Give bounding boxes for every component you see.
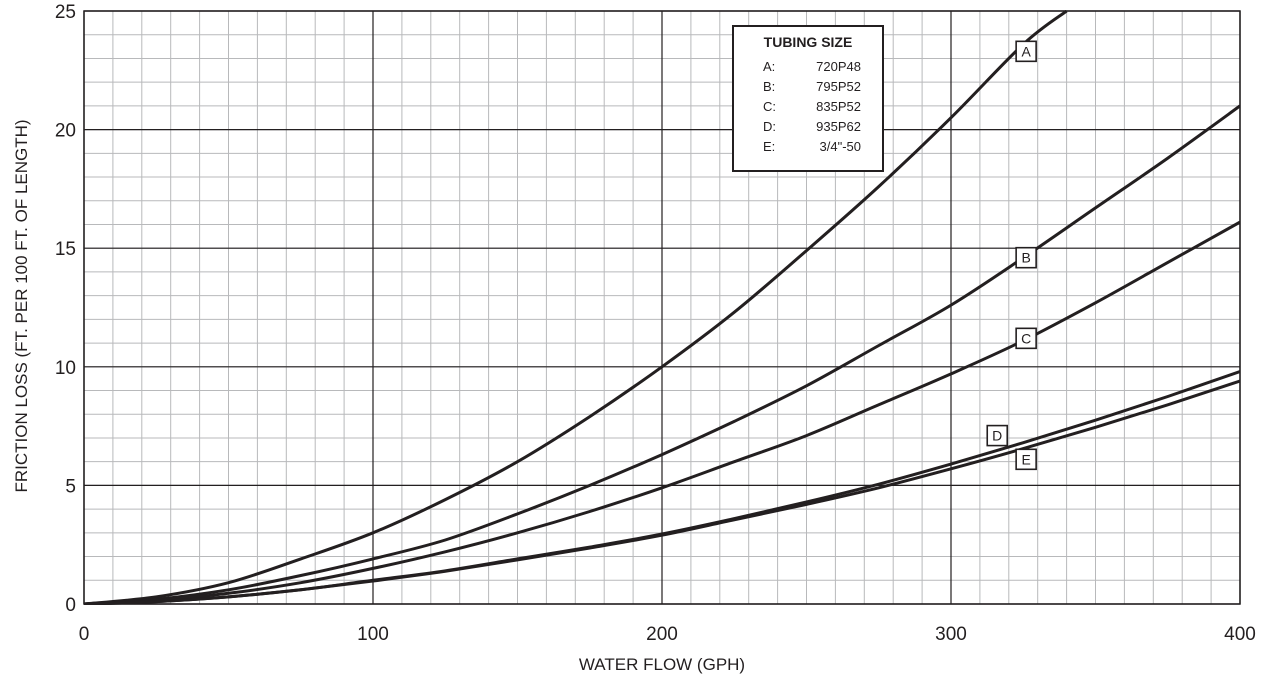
curve-tag-box-c: [1015, 327, 1037, 350]
curve-tags: A B C D E: [986, 40, 1037, 471]
legend: TUBING SIZE A: 720P48 B: 795P52 C: 835P52 D: 935…: [732, 25, 884, 172]
y-tick-label: 5: [65, 476, 76, 497]
y-tick-label: 15: [55, 239, 76, 260]
y-tick-label: 20: [55, 121, 76, 142]
x-axis-label: WATER FLOW (GPH): [579, 655, 745, 674]
legend-entry-key: E:: [763, 139, 775, 154]
x-tick-label: 200: [646, 624, 678, 645]
curve-tag-label-d: D: [992, 428, 1002, 444]
y-tick-label: 10: [55, 358, 76, 379]
y-axis-label: FRICTION LOSS (FT. PER 100 FT. OF LENGTH…: [12, 119, 31, 492]
legend-entry-label: 3/4"-50: [820, 139, 861, 154]
x-tick-label: 0: [79, 624, 90, 645]
legend-title: TUBING SIZE: [764, 34, 853, 50]
curve-tag-box-d: [986, 424, 1009, 447]
curve-tag-label-b: B: [1021, 250, 1030, 266]
legend-entry-key: A:: [763, 59, 775, 74]
legend-entry-key: C:: [763, 99, 776, 114]
legend-entry-key: B:: [763, 79, 775, 94]
legend-entry-key: D:: [763, 119, 776, 134]
x-tick-label: 400: [1224, 624, 1256, 645]
curve-e: [84, 379, 1240, 605]
plot-border: [83, 10, 1241, 605]
y-tick-label: 25: [55, 2, 76, 23]
x-tick-label: 100: [357, 624, 389, 645]
curve-b: [84, 104, 1240, 605]
tick-labels: 0 100 200 300 400 0 5 10 15 20 25: [55, 2, 1256, 645]
legend-box: [732, 25, 884, 172]
curve-tag-label-a: A: [1021, 43, 1031, 59]
curve-tag-box-a: [1015, 40, 1037, 63]
curve-tag-box-e: [1015, 448, 1037, 471]
legend-entry-label: 795P52: [816, 79, 861, 94]
curve-tag-label-e: E: [1021, 451, 1030, 467]
y-tick-label: 0: [65, 595, 76, 616]
legend-entry-label: 835P52: [816, 99, 861, 114]
curve-tag-box-b: [1015, 246, 1037, 269]
plot-frame: [83, 10, 1241, 605]
legend-entry-label: 720P48: [816, 59, 861, 74]
curve-layer: [84, 10, 1240, 605]
curve-tag-label-c: C: [1021, 330, 1031, 346]
curve-c: [84, 220, 1240, 605]
legend-entry-label: 935P62: [816, 119, 861, 134]
curve-a: [84, 10, 1068, 605]
x-tick-label: 300: [935, 624, 967, 645]
